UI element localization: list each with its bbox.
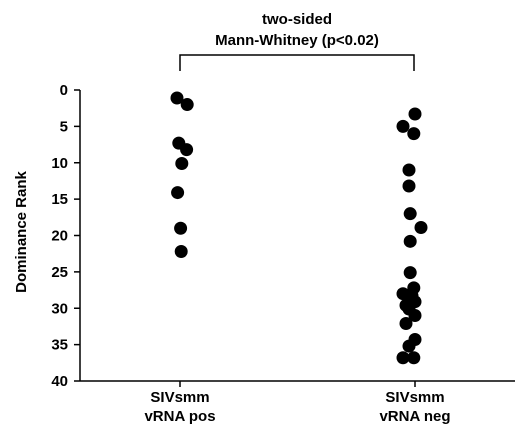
y-tick-label: 0 [60, 82, 68, 99]
y-tick-label: 20 [51, 228, 68, 245]
y-tick-label: 40 [51, 373, 68, 390]
data-point [175, 156, 189, 170]
data-point [174, 245, 188, 259]
data-point [403, 234, 417, 248]
data-point [396, 119, 410, 133]
x-category-label-line-2: vRNA neg [379, 408, 450, 425]
data-point [180, 143, 194, 157]
annotation-line-1: two-sided [262, 11, 332, 28]
data-point [170, 91, 184, 105]
data-point [180, 98, 194, 112]
y-tick-label: 25 [51, 264, 68, 281]
data-point [403, 266, 417, 280]
data-points [170, 91, 428, 365]
y-tick-label: 10 [51, 155, 68, 172]
data-point [402, 339, 416, 353]
y-axis: 0 5 10 15 20 25 30 35 40 [51, 82, 81, 390]
y-axis-label: Dominance Rank [13, 170, 30, 292]
data-point [414, 220, 428, 234]
x-category-label-line-1: SIVsmm [150, 389, 209, 406]
data-point [402, 163, 416, 177]
y-tick-label: 15 [51, 191, 68, 208]
x-axis: SIVsmm vRNA pos SIVsmm vRNA neg [80, 380, 515, 425]
data-point [174, 221, 188, 235]
data-point [408, 107, 422, 121]
y-tick-label: 30 [51, 300, 68, 317]
significance-bracket [179, 54, 415, 71]
x-category-label-line-2: vRNA pos [144, 408, 215, 425]
annotation-line-2: Mann-Whitney (p<0.02) [215, 32, 379, 49]
data-point [403, 207, 417, 221]
data-point [407, 127, 421, 141]
x-category-label-line-1: SIVsmm [385, 389, 444, 406]
data-point [171, 186, 185, 200]
data-point [407, 351, 421, 365]
data-point [408, 309, 422, 323]
data-point [399, 317, 413, 331]
y-tick-label: 5 [60, 118, 68, 135]
significance-annotation: two-sided Mann-Whitney (p<0.02) [179, 11, 415, 71]
data-point [396, 351, 410, 365]
y-tick-label: 35 [51, 337, 68, 354]
data-point [402, 179, 416, 193]
